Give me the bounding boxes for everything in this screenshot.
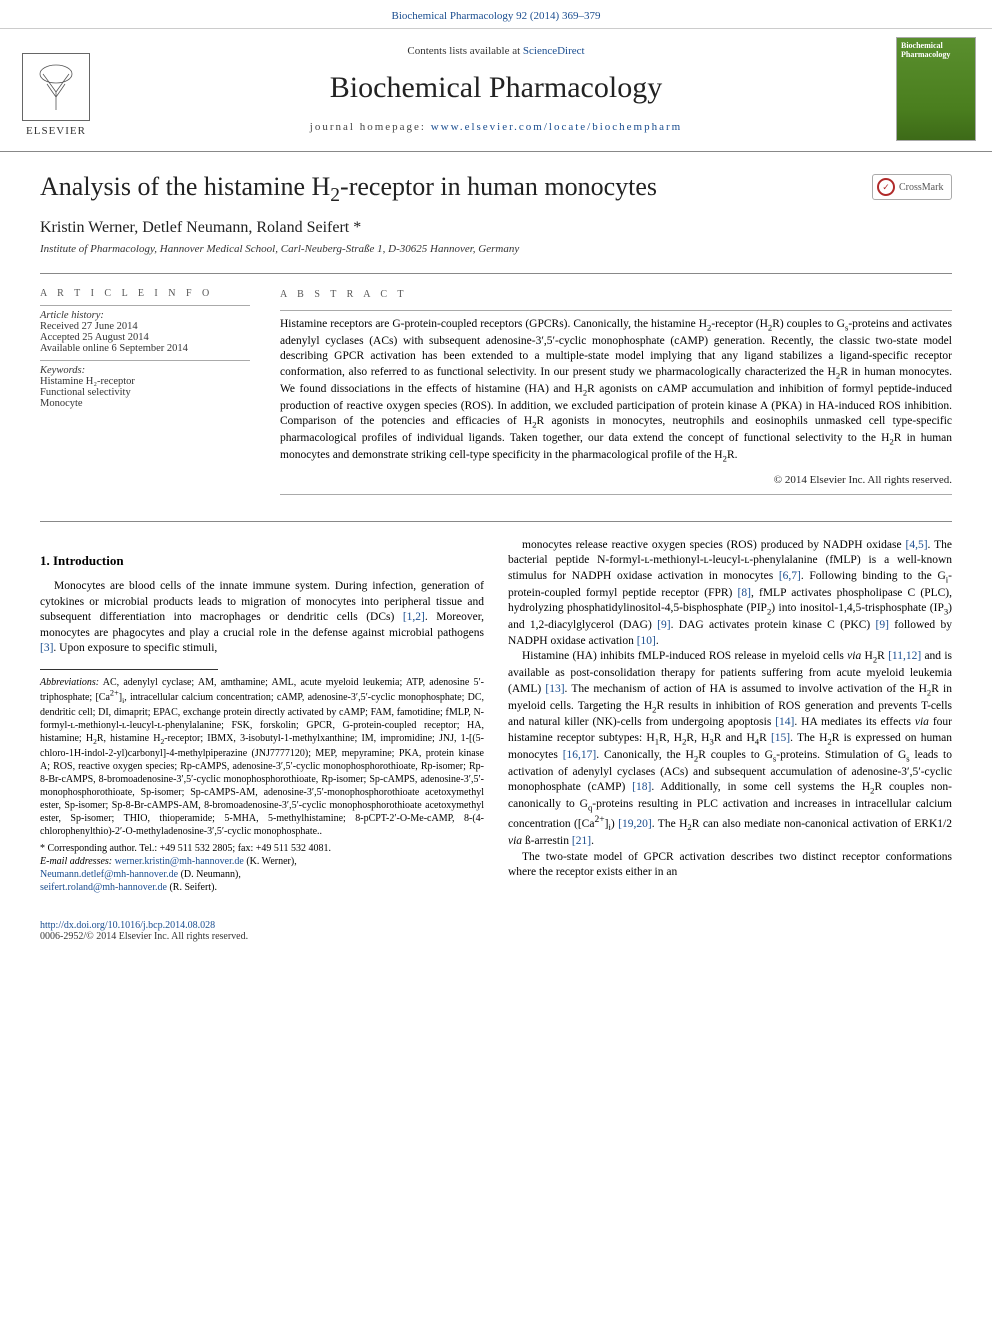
publisher-name: ELSEVIER (26, 125, 86, 137)
intro-paragraph: Histamine (HA) inhibits fMLP-induced ROS… (508, 649, 952, 849)
history-label: Article history: (40, 310, 250, 321)
journal-name: Biochemical Pharmacology (110, 71, 882, 105)
abstract-label: A B S T R A C T (280, 288, 952, 302)
right-column: monocytes release reactive oxygen specie… (508, 538, 952, 894)
ref-link[interactable]: [11,12] (888, 650, 921, 662)
ref-link[interactable]: [1,2] (403, 611, 425, 623)
author-email-link[interactable]: Neumann.detlef@mh-hannover.de (40, 869, 178, 880)
ref-link[interactable]: [4,5] (905, 539, 927, 551)
section-heading-introduction: 1. Introduction (40, 552, 484, 570)
ref-link[interactable]: [18] (632, 781, 651, 793)
author-email-link[interactable]: seifert.roland@mh-hannover.de (40, 882, 167, 893)
email-who: (D. Neumann), (178, 869, 241, 880)
footnote-rule (40, 669, 218, 670)
accepted-date: Accepted 25 August 2014 (40, 332, 250, 343)
received-date: Received 27 June 2014 (40, 321, 250, 332)
sciencedirect-link[interactable]: ScienceDirect (523, 45, 585, 57)
article-info-sidebar: A R T I C L E I N F O Article history: R… (40, 288, 250, 495)
abbreviations-text: AC, adenylyl cyclase; AM, amthamine; AML… (40, 677, 484, 837)
keywords-label: Keywords: (40, 365, 250, 376)
ref-link[interactable]: [14] (775, 716, 794, 728)
doi-footer: http://dx.doi.org/10.1016/j.bcp.2014.08.… (0, 914, 992, 962)
left-column: 1. Introduction Monocytes are blood cell… (40, 538, 484, 894)
keyword: Histamine H₂-receptor (40, 376, 250, 387)
ref-link[interactable]: [13] (545, 683, 564, 695)
email-who: (K. Werner), (244, 856, 297, 867)
publisher-logo[interactable]: ELSEVIER (16, 41, 96, 137)
doi-link[interactable]: http://dx.doi.org/10.1016/j.bcp.2014.08.… (40, 920, 215, 931)
issn-copyright: 0006-2952/© 2014 Elsevier Inc. All right… (40, 931, 248, 942)
ref-link[interactable]: [9] (876, 619, 889, 631)
intro-paragraph: The two-state model of GPCR activation d… (508, 850, 952, 881)
journal-cover-thumbnail[interactable]: Biochemical Pharmacology (896, 37, 976, 141)
elsevier-tree-icon (22, 53, 90, 121)
ref-link[interactable]: [21] (572, 835, 591, 847)
corresponding-author-footnote: * Corresponding author. Tel.: +49 511 53… (40, 842, 484, 894)
intro-paragraph: monocytes release reactive oxygen specie… (508, 538, 952, 649)
crossmark-icon: ✓ (877, 178, 895, 196)
journal-header: ELSEVIER Contents lists available at Sci… (0, 29, 992, 152)
abstract-copyright: © 2014 Elsevier Inc. All rights reserved… (280, 473, 952, 488)
intro-paragraph: Monocytes are blood cells of the innate … (40, 579, 484, 657)
author-list: Kristin Werner, Detlef Neumann, Roland S… (40, 219, 952, 237)
crossmark-badge[interactable]: ✓ CrossMark (872, 174, 952, 200)
journal-citation-link[interactable]: Biochemical Pharmacology 92 (2014) 369–3… (392, 10, 601, 22)
divider (40, 521, 952, 522)
homepage-link[interactable]: www.elsevier.com/locate/biochempharm (431, 121, 683, 133)
ref-link[interactable]: [16,17] (563, 749, 597, 761)
contents-line: Contents lists available at ScienceDirec… (110, 45, 882, 57)
abstract-text: Histamine receptors are G-protein-couple… (280, 317, 952, 465)
email-who: (R. Seifert). (167, 882, 217, 893)
ref-link[interactable]: [6,7] (779, 570, 801, 582)
abbreviations-label: Abbreviations: (40, 677, 99, 688)
article-title: Analysis of the histamine H2-receptor in… (40, 172, 952, 207)
corresponding-label: * Corresponding author. Tel.: +49 511 53… (40, 842, 484, 855)
affiliation: Institute of Pharmacology, Hannover Medi… (40, 243, 952, 255)
ref-link[interactable]: [9] (657, 619, 670, 631)
journal-homepage: journal homepage: www.elsevier.com/locat… (110, 121, 882, 133)
ref-link[interactable]: [8] (738, 587, 751, 599)
keyword: Functional selectivity (40, 387, 250, 398)
article-info-label: A R T I C L E I N F O (40, 288, 250, 299)
author-email-link[interactable]: werner.kristin@mh-hannover.de (115, 856, 244, 867)
divider (40, 273, 952, 274)
top-citation: Biochemical Pharmacology 92 (2014) 369–3… (0, 0, 992, 29)
ref-link[interactable]: [19,20] (618, 818, 652, 830)
ref-link[interactable]: [15] (771, 732, 790, 744)
email-label: E-mail addresses: (40, 856, 112, 867)
keyword: Monocyte (40, 398, 250, 409)
crossmark-label: CrossMark (899, 182, 943, 193)
ref-link[interactable]: [3] (40, 642, 53, 654)
ref-link[interactable]: [10] (637, 635, 656, 647)
abbreviations-footnote: Abbreviations: AC, adenylyl cyclase; AM,… (40, 676, 484, 838)
online-date: Available online 6 September 2014 (40, 343, 250, 354)
